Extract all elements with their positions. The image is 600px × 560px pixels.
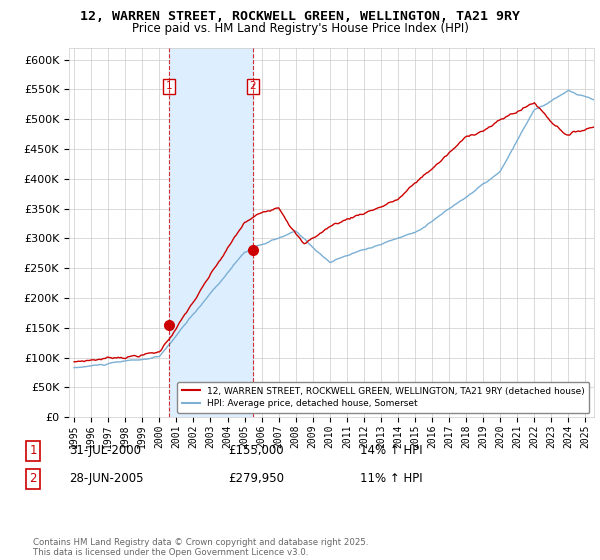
Text: 1: 1 — [29, 444, 37, 458]
Text: 31-JUL-2000: 31-JUL-2000 — [69, 444, 141, 458]
Text: 14% ↑ HPI: 14% ↑ HPI — [360, 444, 422, 458]
Legend: 12, WARREN STREET, ROCKWELL GREEN, WELLINGTON, TA21 9RY (detached house), HPI: A: 12, WARREN STREET, ROCKWELL GREEN, WELLI… — [178, 382, 589, 413]
Bar — [169, 48, 253, 417]
Text: £155,000: £155,000 — [228, 444, 284, 458]
Text: 1: 1 — [166, 81, 173, 91]
Text: 11% ↑ HPI: 11% ↑ HPI — [360, 472, 422, 486]
Text: 28-JUN-2005: 28-JUN-2005 — [69, 472, 143, 486]
Text: Contains HM Land Registry data © Crown copyright and database right 2025.
This d: Contains HM Land Registry data © Crown c… — [33, 538, 368, 557]
Text: 2: 2 — [250, 81, 256, 91]
Text: 2: 2 — [29, 472, 37, 486]
Text: Price paid vs. HM Land Registry's House Price Index (HPI): Price paid vs. HM Land Registry's House … — [131, 22, 469, 35]
Text: £279,950: £279,950 — [228, 472, 284, 486]
Text: 12, WARREN STREET, ROCKWELL GREEN, WELLINGTON, TA21 9RY: 12, WARREN STREET, ROCKWELL GREEN, WELLI… — [80, 10, 520, 23]
